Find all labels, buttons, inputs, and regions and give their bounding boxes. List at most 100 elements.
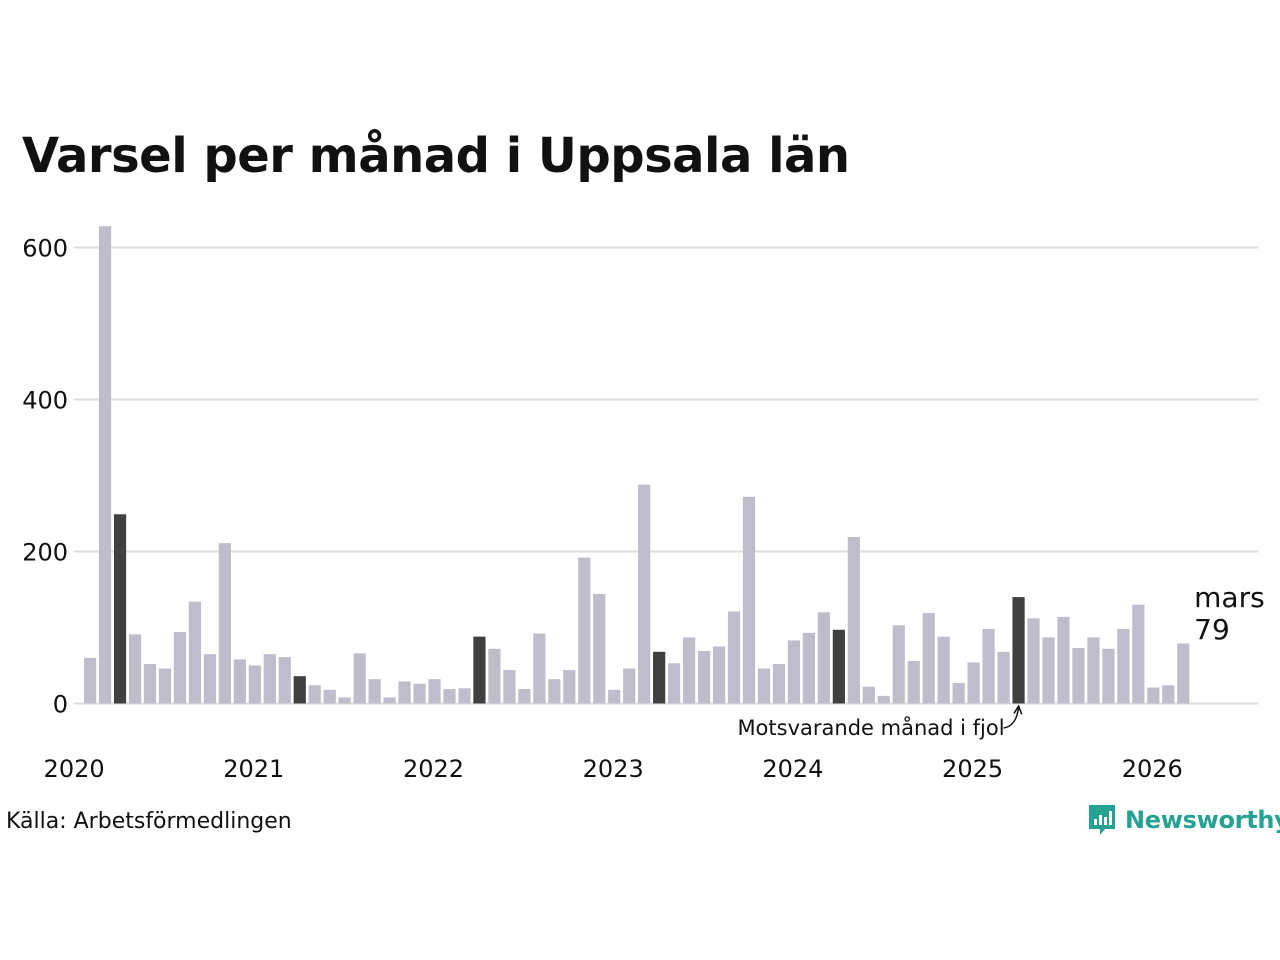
bar-same-month-highlight	[473, 636, 486, 704]
bar	[1102, 648, 1115, 704]
bar	[578, 557, 591, 704]
bar-same-month-highlight	[1012, 597, 1025, 704]
bar	[1057, 616, 1070, 704]
bar-same-month-highlight	[832, 629, 845, 704]
x-tick-label: 2021	[223, 755, 284, 783]
bar	[1147, 687, 1160, 704]
bar	[188, 601, 202, 704]
annotation-text: Motsvarande månad i fjol	[737, 715, 1004, 740]
bar	[158, 668, 172, 704]
bar	[84, 657, 97, 704]
bar	[308, 685, 321, 704]
gridlines	[74, 246, 1258, 705]
bar	[787, 640, 801, 704]
bar	[1132, 604, 1145, 704]
annotation-arrow	[1003, 707, 1019, 729]
bar	[847, 537, 860, 704]
bar	[548, 679, 561, 704]
bar	[892, 625, 905, 704]
bar	[203, 654, 216, 704]
bar	[1027, 618, 1040, 704]
bar	[922, 613, 935, 704]
brand-logo: Newsworthy	[1087, 803, 1280, 837]
bar	[802, 632, 815, 704]
current-month-value: 79	[1194, 613, 1230, 646]
newsworthy-logo-icon	[1089, 805, 1115, 835]
bar	[443, 689, 456, 704]
bar-same-month-highlight	[653, 651, 666, 704]
bar	[248, 665, 261, 704]
bar	[128, 634, 142, 704]
y-tick-label: 0	[53, 691, 68, 719]
x-tick-label: 2025	[942, 755, 1003, 783]
bar	[982, 629, 995, 704]
bar	[563, 670, 576, 704]
bar	[338, 697, 351, 704]
brand-name: Newsworthy	[1125, 806, 1280, 834]
bar	[143, 663, 157, 704]
bar	[353, 653, 366, 704]
bar	[518, 689, 531, 704]
bar	[503, 670, 516, 704]
bar	[593, 594, 606, 704]
x-tick-label: 2026	[1122, 755, 1183, 783]
bar	[413, 683, 426, 704]
bar	[1162, 685, 1175, 704]
x-tick-label: 2024	[762, 755, 823, 783]
bar	[683, 637, 696, 704]
chart-title: Varsel per månad i Uppsala län	[22, 128, 850, 184]
bar	[383, 697, 396, 704]
bar	[263, 654, 276, 704]
y-tick-label: 600	[22, 235, 68, 263]
bar	[623, 668, 636, 704]
bar	[1177, 643, 1190, 704]
bar	[997, 651, 1010, 704]
bar	[817, 612, 830, 704]
current-month-label: mars	[1194, 581, 1265, 614]
bar	[173, 632, 187, 704]
x-tick-label: 2022	[403, 755, 464, 783]
bar	[727, 611, 741, 704]
bar	[428, 679, 441, 704]
y-axis: 0 200 400 600	[22, 235, 68, 719]
bar	[937, 636, 950, 704]
x-tick-label: 2023	[583, 755, 644, 783]
bar	[1117, 629, 1130, 704]
source-text: Källa: Arbetsförmedlingen	[6, 809, 292, 834]
bar	[1042, 637, 1055, 704]
bar	[697, 651, 711, 704]
bar	[638, 484, 651, 704]
bars	[84, 226, 1190, 704]
bar	[772, 663, 786, 704]
bar	[458, 688, 471, 704]
bar	[1087, 637, 1100, 704]
bar	[368, 679, 381, 704]
bar	[952, 682, 965, 704]
bar-same-month-highlight	[113, 514, 127, 704]
bar	[488, 648, 501, 704]
bar	[712, 646, 726, 704]
bar	[278, 657, 291, 704]
y-tick-label: 200	[22, 539, 68, 567]
bar	[757, 668, 771, 704]
bar	[1072, 648, 1085, 704]
bar	[233, 659, 246, 704]
bar	[218, 543, 231, 704]
bar	[98, 226, 112, 704]
bar	[323, 689, 336, 704]
bar	[907, 660, 920, 704]
x-tick-label: 2020	[44, 755, 105, 783]
bar	[533, 633, 546, 704]
bar	[967, 662, 980, 704]
bar-same-month-highlight	[293, 676, 306, 704]
bar	[398, 681, 411, 704]
bar	[668, 663, 681, 704]
y-tick-label: 400	[22, 387, 68, 415]
bar	[862, 686, 875, 704]
bar	[608, 689, 621, 704]
bar	[742, 496, 756, 704]
x-axis: 2020 2021 2022 2023 2024 2025 2026	[44, 755, 1183, 783]
bar	[877, 695, 890, 704]
